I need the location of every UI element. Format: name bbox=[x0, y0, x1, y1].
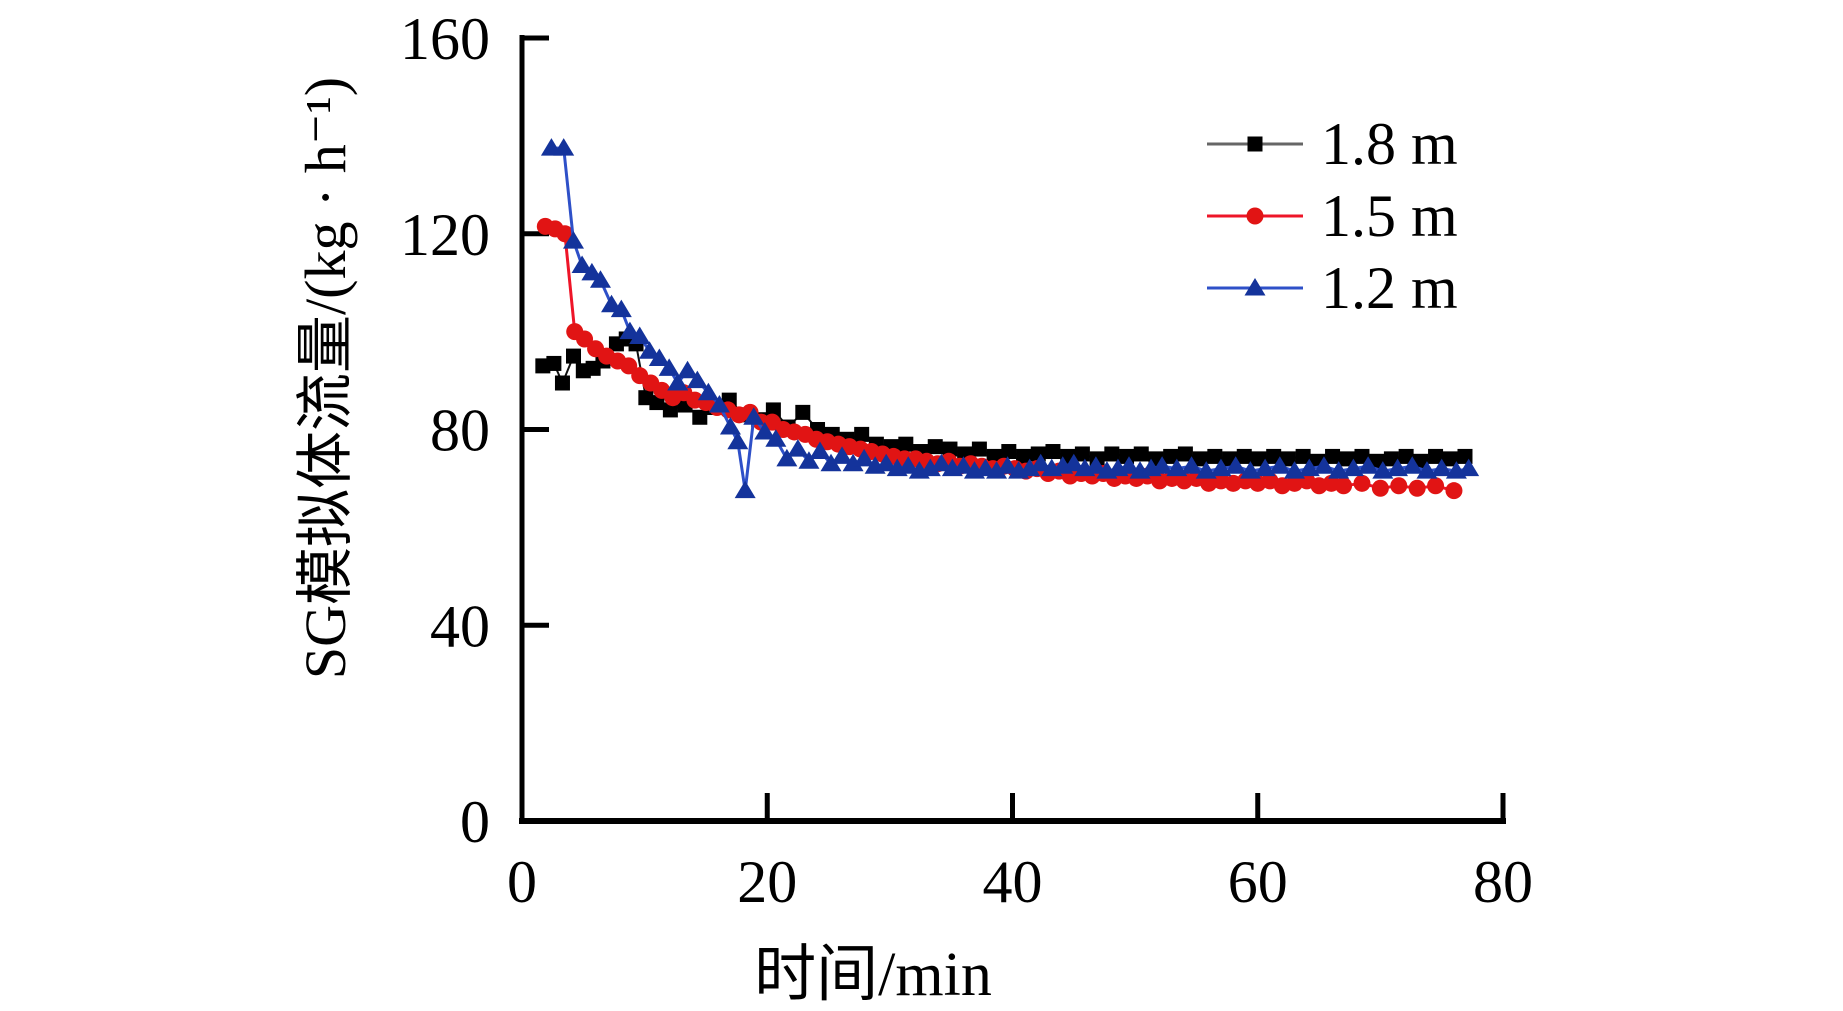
legend-label: 1.8 m bbox=[1321, 111, 1458, 177]
legend-triangle-marker-icon bbox=[1207, 278, 1303, 296]
legend-circle-marker-icon bbox=[1207, 207, 1303, 225]
legend-square-marker-icon bbox=[1207, 136, 1303, 152]
legend: 1.8 m 1.5 m 1.2 m bbox=[1205, 108, 1458, 324]
legend-item-1.2m: 1.2 m bbox=[1205, 252, 1458, 324]
x-tick-labels: 0 20 40 60 80 bbox=[507, 793, 1533, 915]
legend-item-1.8m: 1.8 m bbox=[1205, 108, 1458, 180]
axes bbox=[519, 35, 1506, 824]
y-tick-label: 120 bbox=[400, 202, 490, 268]
y-tick-label: 80 bbox=[430, 398, 490, 464]
x-tick-label: 60 bbox=[1228, 849, 1288, 915]
y-tick-label: 160 bbox=[400, 6, 490, 72]
legend-item-1.5m: 1.5 m bbox=[1205, 180, 1458, 252]
series-1.2m bbox=[540, 138, 1480, 499]
y-tick-label: 0 bbox=[460, 789, 490, 855]
x-tick-label: 0 bbox=[507, 849, 537, 915]
series-1.2m-markers bbox=[540, 138, 1480, 499]
y-tick-label: 40 bbox=[430, 593, 490, 659]
x-tick-label: 40 bbox=[983, 849, 1043, 915]
x-tick-label: 80 bbox=[1473, 849, 1533, 915]
legend-label: 1.2 m bbox=[1321, 255, 1458, 321]
y-axis-title: SG模拟体流量/(kg · h⁻¹) bbox=[293, 76, 358, 680]
legend-label: 1.5 m bbox=[1321, 183, 1458, 249]
x-tick-label: 20 bbox=[737, 849, 797, 915]
y-tick-labels: 0 40 80 120 160 bbox=[400, 6, 549, 855]
x-axis-title: 时间/min bbox=[754, 941, 992, 1009]
